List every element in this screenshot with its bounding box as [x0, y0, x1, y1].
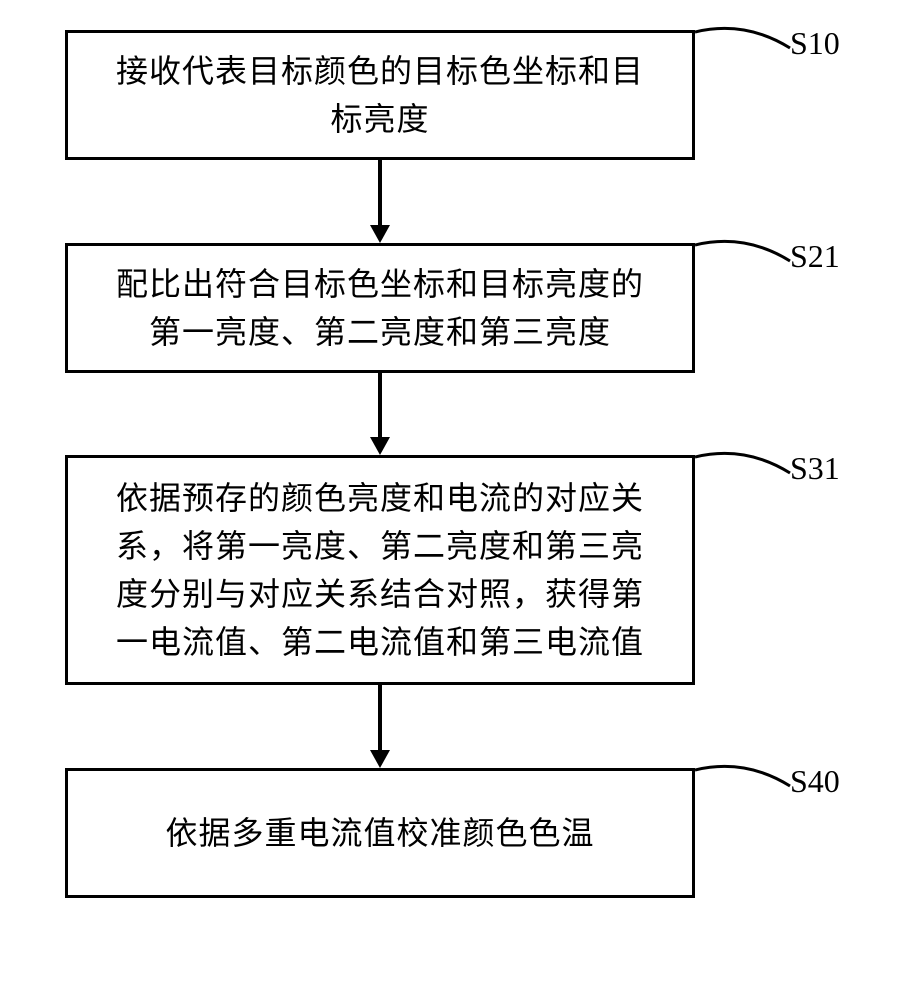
arrow-head-3 [370, 750, 390, 768]
flow-box-s10: 接收代表目标颜色的目标色坐标和目标亮度 [65, 30, 695, 160]
flow-box-s21: 配比出符合目标色坐标和目标亮度的第一亮度、第二亮度和第三亮度 [65, 243, 695, 373]
flow-box-s40-text: 依据多重电流值校准颜色色温 [165, 809, 594, 857]
label-connector-s21 [695, 233, 795, 283]
label-connector-s10 [695, 20, 795, 70]
flowchart-container: 接收代表目标颜色的目标色坐标和目标亮度 S10 配比出符合目标色坐标和目标亮度的… [0, 0, 915, 1000]
flow-box-s21-text: 配比出符合目标色坐标和目标亮度的第一亮度、第二亮度和第三亮度 [116, 260, 644, 356]
flow-label-s31: S31 [790, 450, 840, 487]
flow-box-s10-text: 接收代表目标颜色的目标色坐标和目标亮度 [116, 47, 644, 143]
flow-label-s21: S21 [790, 238, 840, 275]
flow-box-s40: 依据多重电流值校准颜色色温 [65, 768, 695, 898]
flow-label-s40: S40 [790, 763, 840, 800]
flow-box-s31: 依据预存的颜色亮度和电流的对应关系，将第一亮度、第二亮度和第三亮度分别与对应关系… [65, 455, 695, 685]
label-connector-s40 [695, 758, 795, 808]
arrow-line-1 [378, 160, 382, 225]
flow-box-s31-text: 依据预存的颜色亮度和电流的对应关系，将第一亮度、第二亮度和第三亮度分别与对应关系… [116, 474, 644, 666]
arrow-head-1 [370, 225, 390, 243]
flow-label-s10: S10 [790, 25, 840, 62]
arrow-line-2 [378, 373, 382, 437]
arrow-head-2 [370, 437, 390, 455]
arrow-line-3 [378, 685, 382, 750]
label-connector-s31 [695, 445, 795, 495]
